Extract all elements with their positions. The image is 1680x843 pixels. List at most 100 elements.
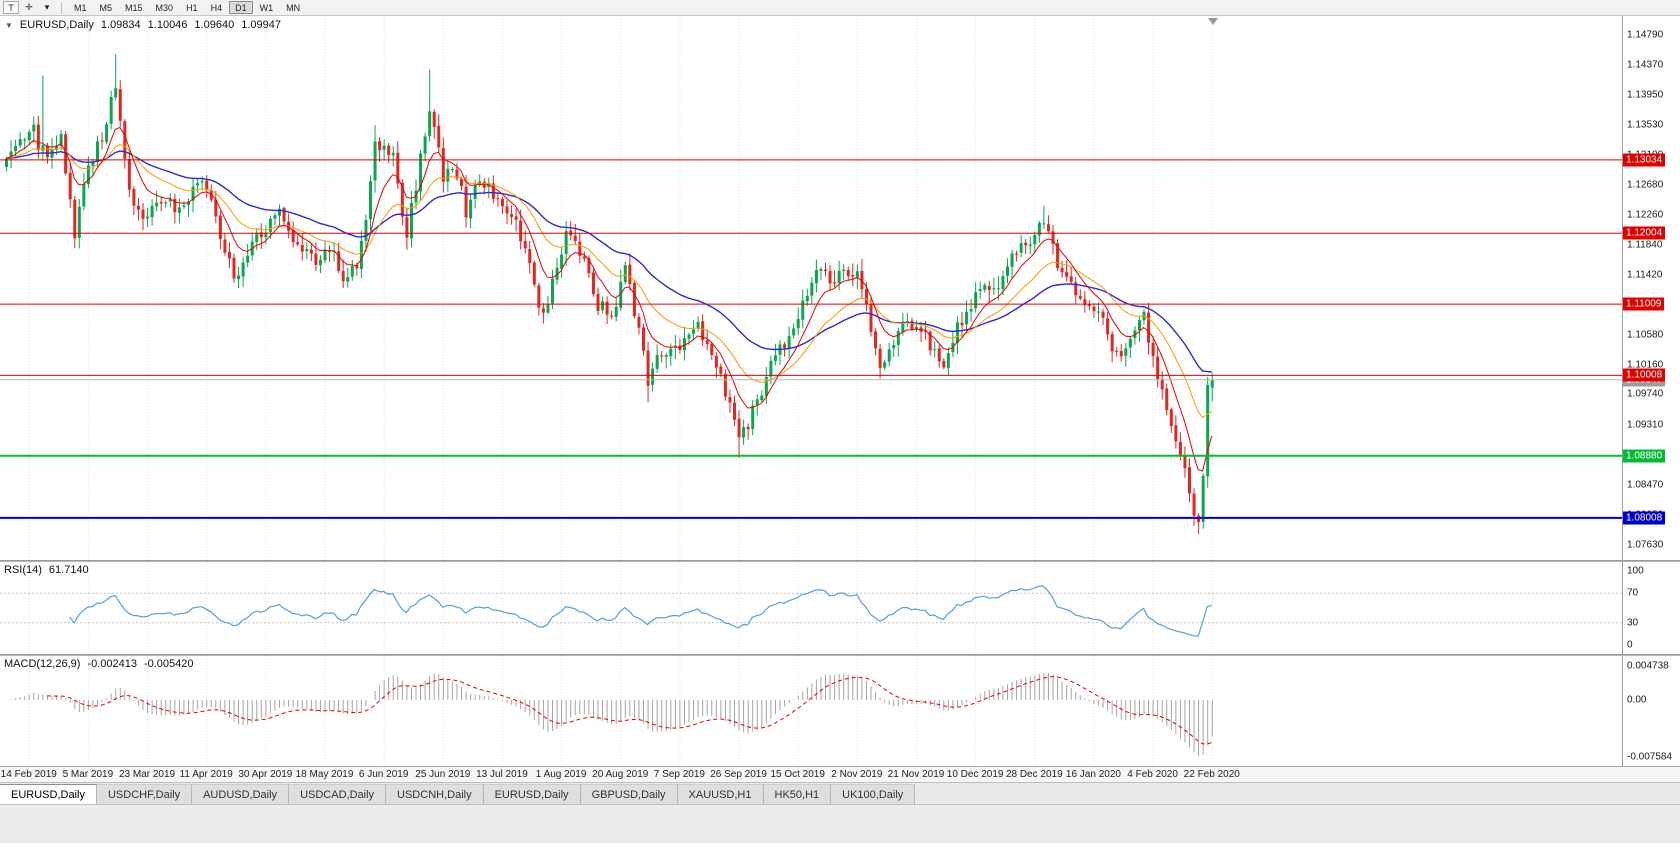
crosshair-tool-icon[interactable]: ✛ bbox=[25, 2, 33, 12]
candlestick-chart[interactable] bbox=[0, 16, 1622, 560]
date-label: 18 May 2019 bbox=[295, 769, 354, 780]
chart-symbol-label: EURUSD,Daily bbox=[19, 19, 94, 31]
macd-signal-value: -0.005420 bbox=[143, 658, 194, 670]
date-label: 10 Dec 2019 bbox=[946, 769, 1004, 780]
price-axis-label: 1.10160 bbox=[1627, 359, 1664, 371]
timeframe-button-m5[interactable]: M5 bbox=[99, 2, 113, 13]
date-label: 15 Oct 2019 bbox=[770, 769, 825, 780]
rsi-axis-separator bbox=[1622, 562, 1623, 654]
chart-tab-9[interactable]: UK100,Daily bbox=[831, 784, 916, 804]
chart-tab-0[interactable]: EURUSD,Daily bbox=[0, 784, 97, 804]
quote-high: 1.10046 bbox=[147, 19, 188, 31]
rsi-indicator-name: RSI(14) bbox=[4, 564, 42, 576]
timeframe-button-d1[interactable]: D1 bbox=[229, 1, 253, 14]
chart-tab-8[interactable]: HK50,H1 bbox=[763, 784, 832, 804]
date-label: 26 Sep 2019 bbox=[710, 769, 767, 780]
toolbar-separator bbox=[61, 1, 62, 14]
date-label: 13 Jul 2019 bbox=[476, 769, 528, 780]
chart-shift-marker[interactable] bbox=[1207, 18, 1218, 25]
collapse-arrow-icon[interactable]: ▼ bbox=[5, 20, 13, 30]
chart-tab-6[interactable]: GBPUSD,Daily bbox=[580, 784, 678, 804]
panel-splitter[interactable] bbox=[0, 654, 1680, 656]
quote-close: 1.09947 bbox=[241, 19, 281, 31]
macd-axis-label: -0.007584 bbox=[1627, 751, 1673, 763]
macd-indicator-name: MACD(12,26,9) bbox=[4, 658, 81, 670]
price-level-tag: 1.08880 bbox=[1623, 449, 1666, 463]
price-axis-label: 1.12260 bbox=[1627, 209, 1664, 221]
date-label: 16 Jan 2020 bbox=[1065, 769, 1121, 780]
price-level-tag: 1.12004 bbox=[1623, 226, 1666, 240]
macd-axis-label: 0.004738 bbox=[1627, 660, 1669, 672]
date-label: 6 Jun 2019 bbox=[358, 769, 409, 780]
timeframe-button-mn[interactable]: MN bbox=[286, 2, 301, 13]
price-axis-label: 1.13530 bbox=[1627, 119, 1664, 131]
macd-main-value: -0.002413 bbox=[87, 658, 137, 670]
price-axis-label: 1.09310 bbox=[1627, 419, 1664, 431]
rsi-axis-label: 100 bbox=[1627, 565, 1644, 577]
macd-axis-separator bbox=[1622, 656, 1623, 766]
chart-tab-7[interactable]: XAUUSD,H1 bbox=[677, 784, 764, 804]
price-level-tag: 1.08008 bbox=[1623, 511, 1666, 525]
timeframe-button-w1[interactable]: W1 bbox=[259, 2, 274, 13]
chart-tab-4[interactable]: USDCNH,Daily bbox=[386, 784, 484, 804]
price-axis-label: 1.08470 bbox=[1627, 479, 1664, 491]
timeframe-button-h4[interactable]: H4 bbox=[210, 2, 223, 13]
price-axis-separator bbox=[1622, 16, 1623, 560]
date-label: 30 Apr 2019 bbox=[238, 769, 293, 780]
date-label: 11 Apr 2019 bbox=[179, 769, 233, 780]
price-axis-label: 1.12680 bbox=[1627, 179, 1664, 191]
rsi-label: RSI(14) 61.7140 bbox=[4, 564, 89, 576]
price-axis-label: 1.13950 bbox=[1627, 89, 1664, 101]
date-label: 25 Jun 2019 bbox=[415, 769, 471, 780]
timeframe-button-h1[interactable]: H1 bbox=[186, 2, 198, 13]
date-label: 1 Aug 2019 bbox=[535, 769, 587, 780]
price-chart-panel[interactable]: ▼ EURUSD,Daily 1.09834 1.10046 1.09640 1… bbox=[0, 16, 1680, 560]
top-toolbar: T ✛ ▾ M1 M5 M15 M30 H1 H4 D1 W1 MN bbox=[0, 0, 1680, 16]
chart-tab-2[interactable]: AUDUSD,Daily bbox=[192, 784, 290, 804]
price-level-tag: 1.10008 bbox=[1623, 368, 1666, 382]
date-label: 7 Sep 2019 bbox=[653, 769, 705, 780]
rsi-axis-label: 0 bbox=[1627, 639, 1633, 651]
macd-label: MACD(12,26,9) -0.002413 -0.005420 bbox=[4, 658, 194, 670]
rsi-panel[interactable]: RSI(14) 61.7140 100 70 30 0 bbox=[0, 562, 1680, 654]
price-axis-label: 1.11420 bbox=[1627, 269, 1663, 281]
date-axis: 14 Feb 2019 5 Mar 2019 23 Mar 2019 11 Apr 2… bbox=[0, 766, 1680, 783]
date-label: 2 Nov 2019 bbox=[831, 769, 883, 780]
price-axis-label: 1.07630 bbox=[1627, 539, 1664, 551]
macd-plot[interactable] bbox=[0, 656, 1622, 766]
rsi-axis-label: 30 bbox=[1627, 617, 1639, 629]
chart-tab-3[interactable]: USDCAD,Daily bbox=[289, 784, 387, 804]
rsi-axis-label: 70 bbox=[1627, 587, 1639, 599]
price-axis-label: 1.14790 bbox=[1627, 29, 1664, 41]
price-level-tag: 1.11009 bbox=[1623, 297, 1665, 311]
panel-splitter[interactable] bbox=[0, 560, 1680, 562]
rsi-plot[interactable] bbox=[0, 562, 1622, 654]
quote-low: 1.09640 bbox=[194, 19, 235, 31]
chart-tab-5[interactable]: EURUSD,Daily bbox=[483, 784, 581, 804]
price-level-tag: 1.13034 bbox=[1623, 153, 1666, 167]
date-label: 14 Feb 2019 bbox=[0, 769, 57, 780]
date-label: 21 Nov 2019 bbox=[887, 769, 945, 780]
chart-title: ▼ EURUSD,Daily 1.09834 1.10046 1.09640 1… bbox=[5, 19, 281, 31]
timeframe-button-m15[interactable]: M15 bbox=[125, 2, 143, 13]
date-label: 4 Feb 2020 bbox=[1127, 769, 1178, 780]
tool-dropdown-arrow-icon[interactable]: ▾ bbox=[44, 2, 50, 12]
price-axis-label: 1.11840 bbox=[1627, 239, 1663, 251]
pointer-tool-button[interactable]: T bbox=[3, 1, 19, 14]
window-bottom-area bbox=[0, 805, 1680, 841]
date-label: 20 Aug 2019 bbox=[592, 769, 649, 780]
date-label: 28 Dec 2019 bbox=[1005, 769, 1063, 780]
price-axis-label: 1.09740 bbox=[1627, 388, 1664, 400]
quote-open: 1.09834 bbox=[100, 19, 141, 31]
chart-tab-bar: EURUSD,Daily USDCHF,Daily AUDUSD,Daily USDC… bbox=[0, 783, 1680, 805]
date-label: 22 Feb 2020 bbox=[1183, 769, 1240, 780]
timeframe-button-m30[interactable]: M30 bbox=[155, 2, 174, 13]
chart-tab-1[interactable]: USDCHF,Daily bbox=[96, 784, 193, 804]
date-label: 5 Mar 2019 bbox=[62, 769, 114, 780]
macd-axis-label: 0.00 bbox=[1627, 694, 1647, 706]
rsi-value: 61.7140 bbox=[48, 564, 89, 576]
timeframe-button-group: M1 M5 M15 M30 H1 H4 D1 W1 MN bbox=[68, 1, 306, 14]
date-label: 23 Mar 2019 bbox=[118, 769, 176, 780]
macd-panel[interactable]: MACD(12,26,9) -0.002413 -0.005420 0.0047… bbox=[0, 656, 1680, 766]
timeframe-button-m1[interactable]: M1 bbox=[74, 2, 87, 13]
